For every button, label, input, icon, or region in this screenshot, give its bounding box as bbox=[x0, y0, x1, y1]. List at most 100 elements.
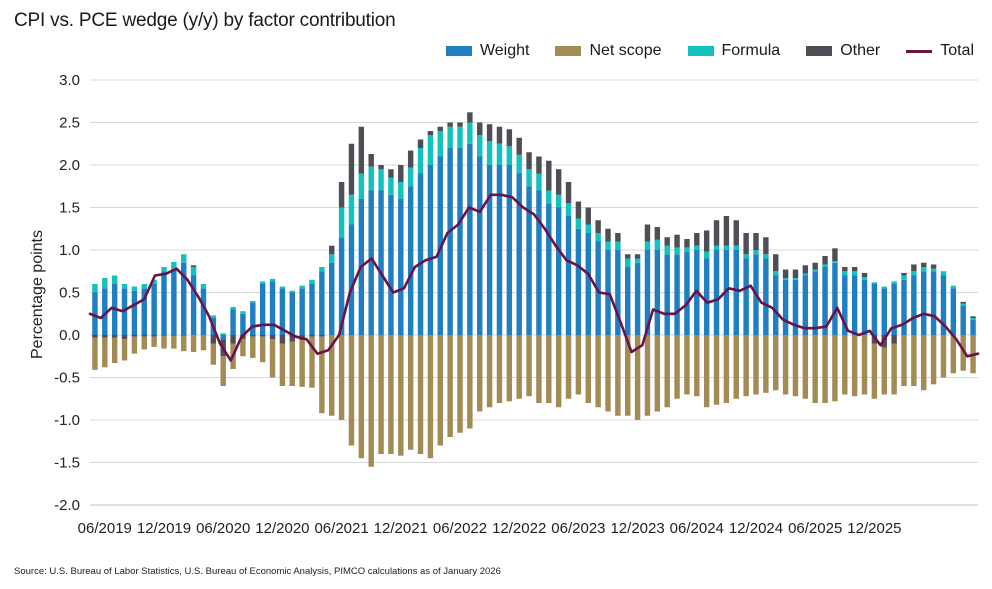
bar-other bbox=[654, 227, 661, 240]
bar-net-scope bbox=[407, 335, 414, 450]
bar-formula bbox=[703, 251, 710, 259]
bar-weight bbox=[447, 148, 453, 335]
bar-net-scope bbox=[319, 336, 325, 414]
bar-other bbox=[417, 139, 424, 148]
bar-net-scope bbox=[536, 335, 542, 403]
bar-net-scope bbox=[684, 335, 690, 395]
bar-other bbox=[111, 335, 118, 338]
bar-formula bbox=[782, 278, 789, 280]
bar-other bbox=[190, 265, 197, 267]
bar-net-scope bbox=[496, 335, 503, 403]
bar-weight bbox=[516, 173, 522, 335]
bar-net-scope bbox=[200, 335, 207, 351]
bar-weight bbox=[536, 190, 542, 335]
bar-net-scope bbox=[733, 335, 739, 399]
bar-formula bbox=[822, 264, 828, 267]
bar-net-scope bbox=[605, 335, 611, 412]
bar-other bbox=[269, 335, 276, 340]
bar-formula bbox=[407, 167, 414, 187]
bar-formula bbox=[299, 285, 305, 289]
bar-formula bbox=[102, 278, 108, 289]
bar-net-scope bbox=[279, 343, 286, 386]
bar-net-scope bbox=[486, 335, 493, 408]
bar-other bbox=[309, 335, 315, 337]
bar-weight bbox=[585, 233, 591, 335]
bar-weight bbox=[398, 199, 404, 335]
bar-weight bbox=[467, 143, 473, 335]
legend-label-total: Total bbox=[940, 42, 974, 59]
bar-other bbox=[536, 156, 542, 174]
bar-weight bbox=[407, 186, 414, 335]
bar-formula bbox=[792, 278, 799, 280]
bar-other bbox=[743, 233, 749, 255]
bar-net-scope bbox=[141, 336, 147, 350]
bar-net-scope bbox=[891, 343, 897, 395]
bar-net-scope bbox=[151, 336, 157, 347]
bar-formula bbox=[743, 254, 749, 259]
bar-formula bbox=[960, 303, 966, 306]
bar-formula bbox=[190, 267, 197, 276]
chart-plot: 3.0 2.5 2.0 1.5 1.0 0.5 0.0 -0.5 -1.0 -1.5 -2.0 Per… bbox=[29, 72, 980, 537]
bar-net-scope bbox=[832, 335, 838, 402]
bar-formula bbox=[546, 190, 552, 204]
bar-weight bbox=[190, 275, 197, 335]
bar-weight bbox=[832, 262, 838, 335]
bar-formula bbox=[684, 247, 690, 252]
bar-net-scope bbox=[634, 335, 641, 420]
bar-other bbox=[901, 272, 907, 276]
bar-net-scope bbox=[121, 339, 128, 361]
bar-weight bbox=[121, 288, 128, 335]
bar-formula bbox=[92, 284, 98, 293]
bar-net-scope bbox=[388, 335, 394, 454]
bar-formula bbox=[230, 306, 236, 310]
bar-other bbox=[822, 255, 828, 265]
total-line bbox=[88, 193, 980, 362]
bar-other bbox=[792, 269, 799, 279]
bar-net-scope bbox=[625, 335, 631, 416]
bar-formula bbox=[398, 182, 404, 199]
bar-formula bbox=[842, 271, 848, 276]
bar-formula bbox=[151, 279, 157, 284]
bar-net-scope bbox=[822, 335, 828, 403]
bar-formula bbox=[329, 254, 335, 263]
bar-net-scope bbox=[358, 335, 365, 459]
bar-formula bbox=[802, 273, 809, 276]
bar-weight bbox=[506, 165, 513, 335]
bar-other bbox=[378, 165, 384, 170]
x-tick-label: 06/2023 bbox=[551, 520, 605, 537]
bar-weight bbox=[526, 186, 532, 335]
bar-formula bbox=[200, 284, 207, 289]
bar-weight bbox=[802, 275, 809, 335]
bar-weight bbox=[911, 275, 917, 335]
bar-net-scope bbox=[960, 335, 966, 371]
bar-formula bbox=[871, 282, 878, 284]
bar-formula bbox=[279, 286, 286, 289]
bar-weight bbox=[102, 288, 108, 335]
bar-other bbox=[644, 224, 651, 242]
bar-formula bbox=[388, 177, 394, 195]
bar-other bbox=[141, 335, 147, 337]
y-tick-label: 3.0 bbox=[59, 72, 80, 89]
y-tick-label: 1.5 bbox=[59, 200, 80, 217]
bar-other bbox=[575, 201, 582, 219]
bar-weight bbox=[605, 250, 611, 335]
bar-other bbox=[338, 182, 345, 208]
legend-item-net-scope: Net scope bbox=[555, 42, 662, 60]
x-tick-label: 12/2025 bbox=[847, 520, 901, 537]
bar-weight bbox=[269, 281, 276, 335]
bar-weight bbox=[930, 271, 937, 335]
bar-weight bbox=[871, 284, 878, 335]
bar-net-scope bbox=[299, 340, 305, 387]
bar-formula bbox=[111, 275, 118, 284]
bar-net-scope bbox=[516, 335, 522, 399]
legend-item-other: Other bbox=[806, 42, 880, 60]
bar-other bbox=[713, 220, 720, 246]
bar-weight bbox=[763, 258, 769, 335]
bar-net-scope bbox=[901, 335, 907, 386]
bar-net-scope bbox=[763, 335, 769, 393]
legend-swatch-other bbox=[806, 46, 833, 56]
bar-net-scope bbox=[555, 335, 562, 408]
bar-formula bbox=[536, 173, 542, 191]
y-tick-label: 2.0 bbox=[59, 157, 80, 174]
bar-weight bbox=[388, 194, 394, 335]
